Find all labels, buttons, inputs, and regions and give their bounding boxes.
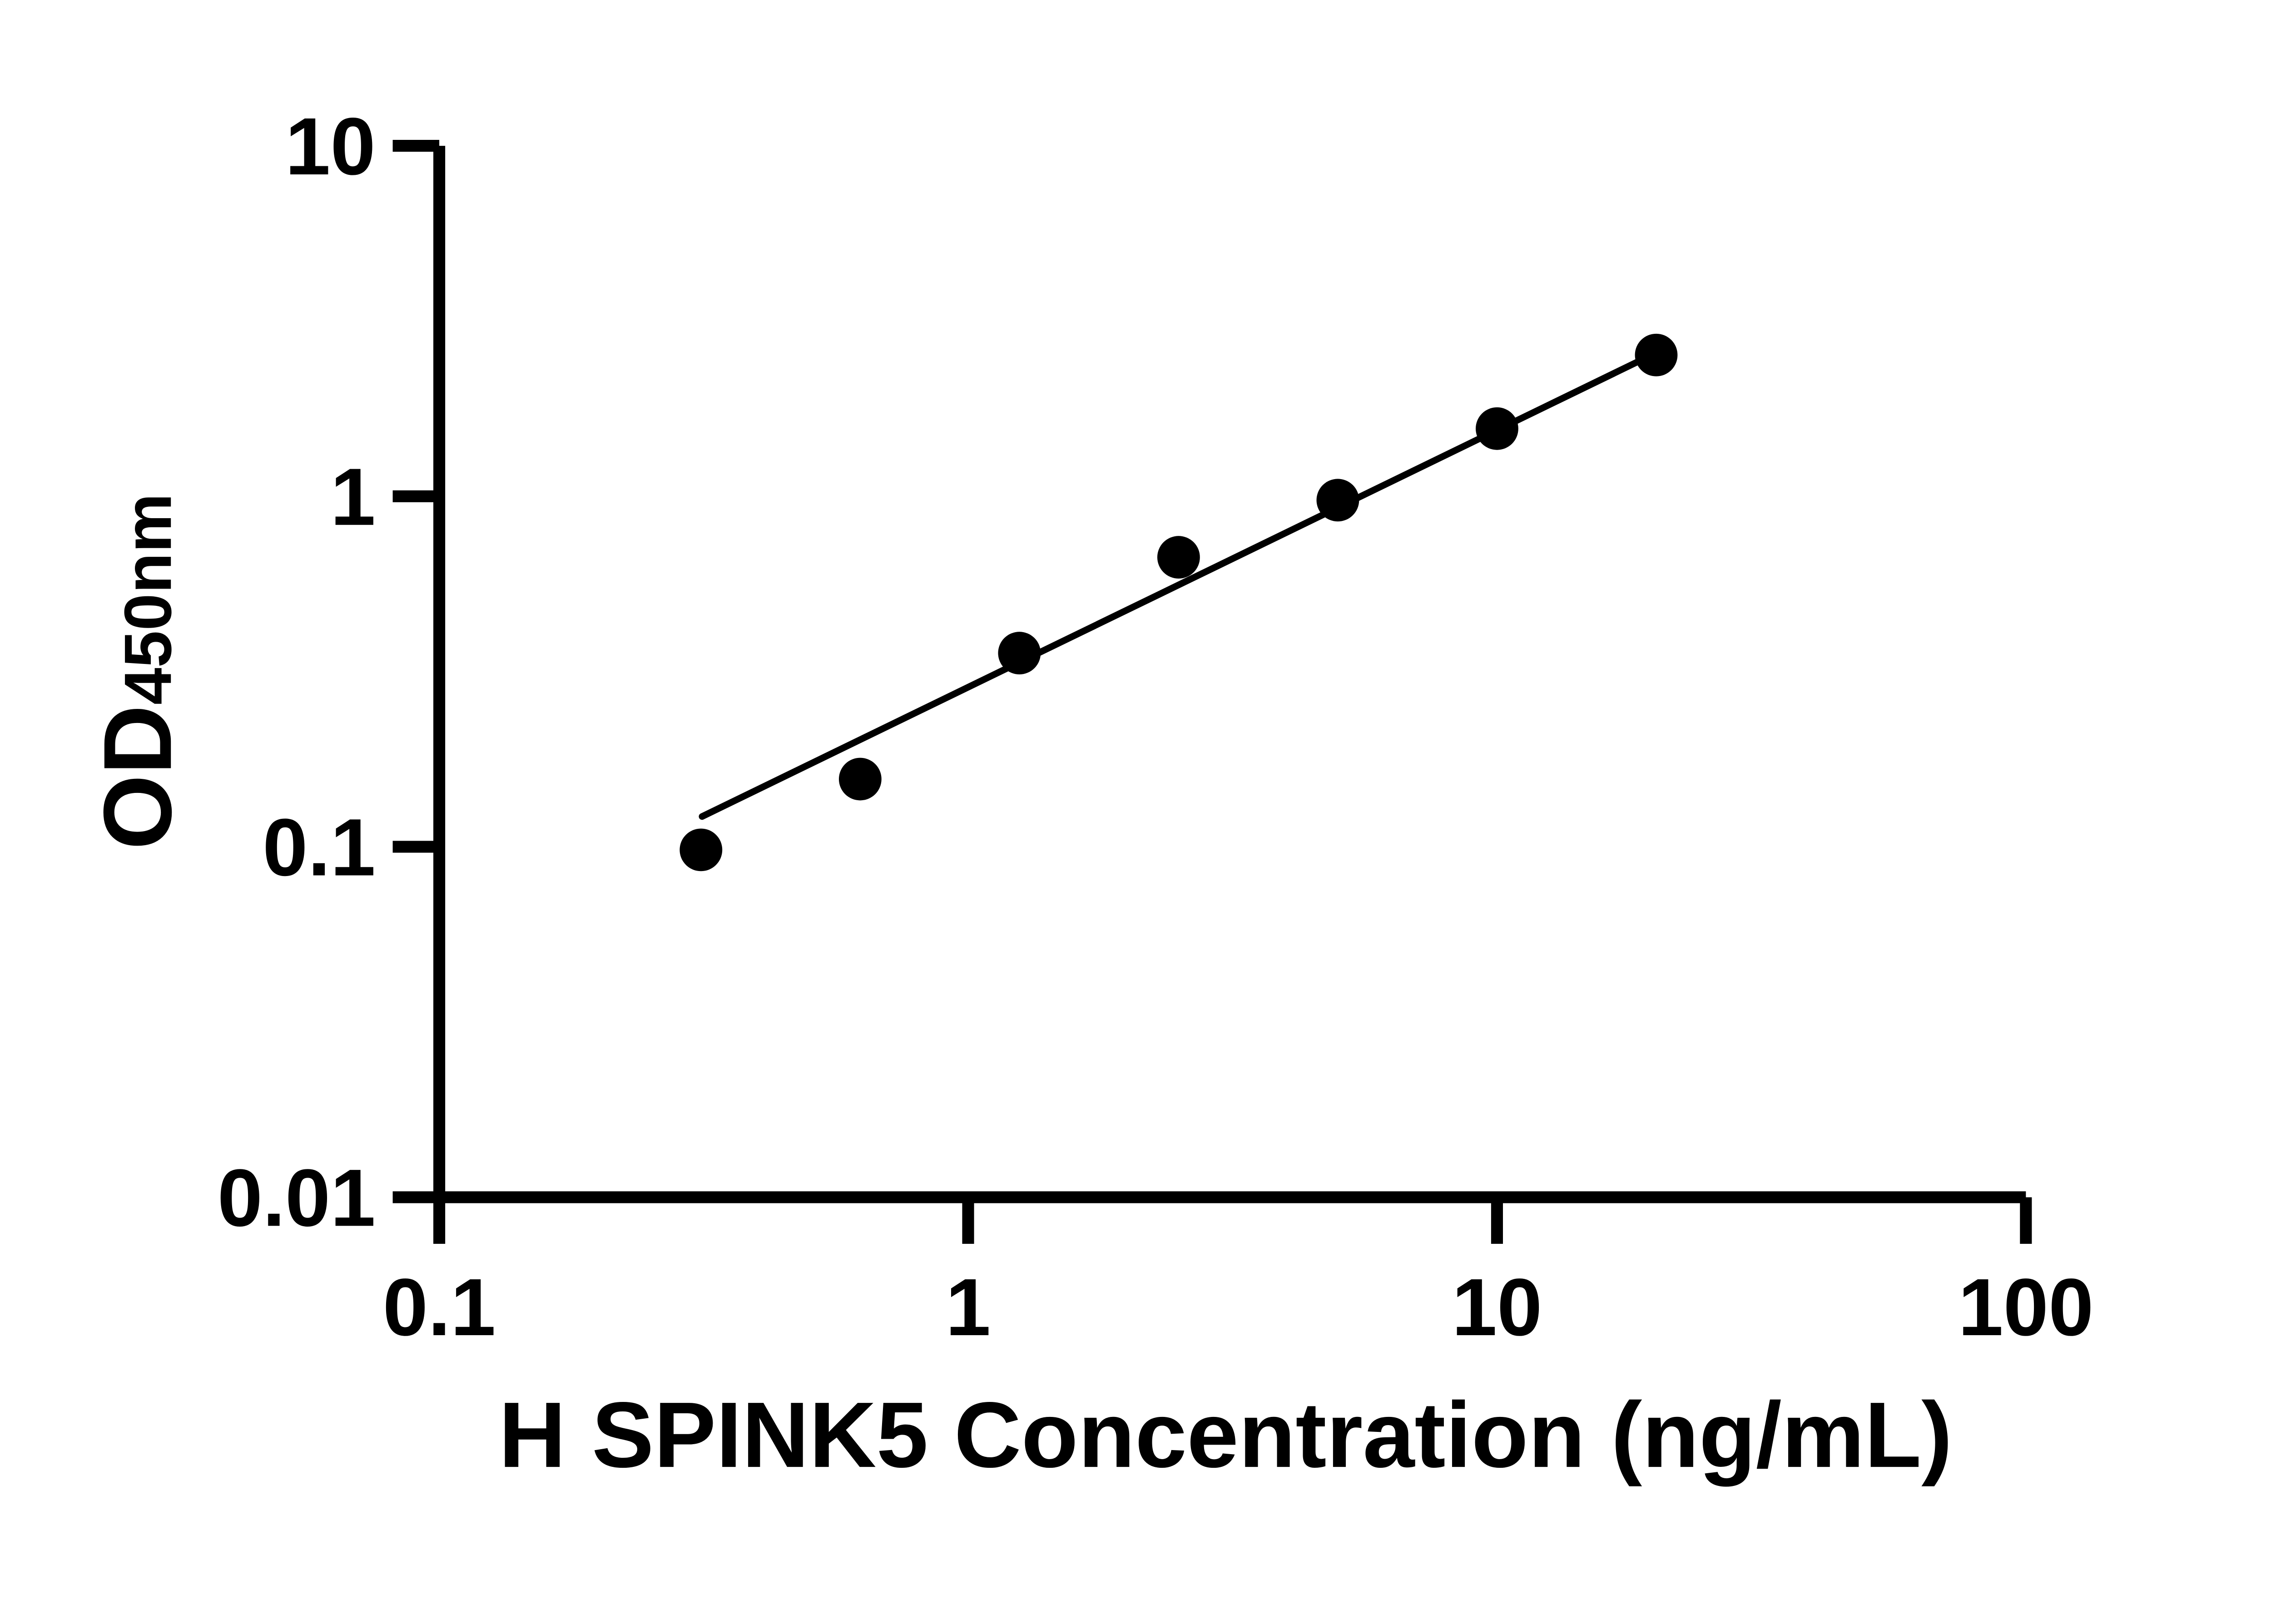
labels-group: 10 1 0.1 0.01 0.1 1 10 100 H SPINK5 Conc… xyxy=(84,101,2093,1487)
elisa-standard-curve-figure: 10 1 0.1 0.01 0.1 1 10 100 H SPINK5 Conc… xyxy=(84,100,2094,1487)
x-axis-title: H SPINK5 Concentration (ng/mL) xyxy=(499,1383,1953,1487)
y-axis-title: OD450nm xyxy=(84,493,192,850)
data-point xyxy=(998,632,1041,674)
x-tick-label: 10 xyxy=(1452,1262,1542,1352)
data-point xyxy=(1316,479,1359,522)
y-tick-label: 10 xyxy=(285,101,376,192)
x-tick-marks-group xyxy=(433,1197,2032,1244)
data-point xyxy=(838,758,882,801)
chart-canvas: 10 1 0.1 0.01 0.1 1 10 100 H SPINK5 Conc… xyxy=(84,100,2094,1487)
data-point xyxy=(1635,333,1678,376)
x-tick-label: 100 xyxy=(1958,1262,2094,1352)
x-tick-label: 0.1 xyxy=(383,1262,496,1352)
y-tick-label: 1 xyxy=(330,451,376,542)
x-tick-label: 1 xyxy=(946,1262,991,1352)
y-tick-label: 0.01 xyxy=(218,1152,376,1243)
y-axis-title-subscript: 450nm xyxy=(111,493,185,705)
axis-frame xyxy=(433,146,2026,1203)
plot-series-group xyxy=(679,333,1678,871)
data-point xyxy=(679,828,723,871)
y-axis-title-main: OD xyxy=(84,705,192,850)
data-point xyxy=(1157,536,1200,579)
y-tick-marks-group xyxy=(392,140,440,1203)
y-tick-label: 0.1 xyxy=(263,802,376,892)
axes-group xyxy=(433,146,2026,1203)
data-point xyxy=(1476,407,1518,450)
